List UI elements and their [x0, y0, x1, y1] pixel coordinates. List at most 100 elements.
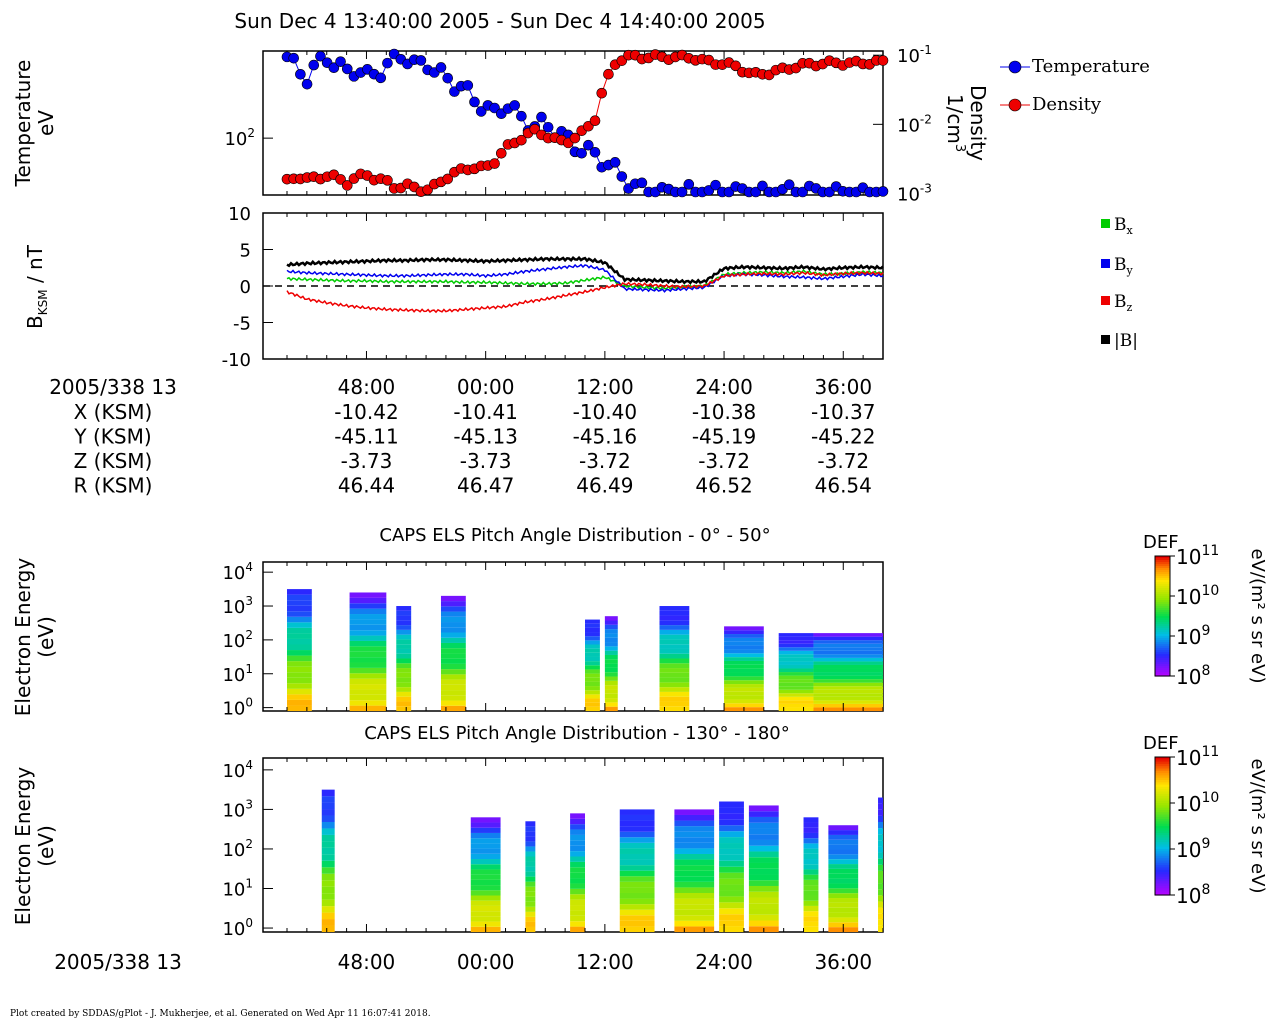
colorbar-band — [1155, 660, 1170, 663]
spectrogram-cell — [778, 636, 814, 641]
colorbar-band — [1155, 828, 1170, 832]
spectrogram-cell — [803, 926, 819, 932]
colorbar-tick-label: 108 — [1176, 663, 1210, 689]
colorbar-band — [1155, 773, 1170, 776]
energy-ytick-label-base: 10 — [222, 665, 245, 686]
spectrogram-cell — [349, 700, 387, 706]
colorbar-band — [1155, 876, 1170, 880]
colorbar-band — [1155, 874, 1170, 878]
spectrogram-cell — [440, 700, 466, 706]
colorbar-tick-label: 1010 — [1176, 583, 1219, 609]
energy-ytick-label: 102 — [222, 837, 253, 861]
spectrogram-cell — [748, 816, 779, 823]
spectrogram-cell — [604, 685, 618, 690]
spectrogram-cell — [878, 840, 883, 847]
spectrogram-cell — [748, 903, 779, 909]
spectrogram-cell — [803, 832, 819, 839]
spectrogram-cell — [525, 896, 536, 902]
spectrogram-cell — [878, 821, 883, 829]
spectrogram-cell — [719, 843, 744, 849]
spectrogram-cell — [724, 691, 764, 696]
spectrogram-cell — [349, 694, 387, 701]
spectrogram-cell — [878, 883, 883, 890]
spectrogram-cell — [674, 876, 715, 882]
spectrogram-cell — [470, 885, 501, 891]
bottom-axis-tick: 48:00 — [338, 950, 396, 974]
spectrogram-cell — [440, 669, 466, 675]
density-ytick-label-exp: -1 — [920, 43, 932, 57]
spectrogram-cell — [470, 911, 501, 917]
spectrogram-cell — [674, 865, 715, 871]
colorbar-band — [1155, 892, 1170, 896]
spectrogram-cell — [525, 861, 536, 867]
els1-ylabel-unit: (eV) — [34, 616, 58, 658]
spectrogram-cell — [570, 921, 585, 927]
spectrogram-cell — [396, 668, 412, 673]
spectrogram-cell — [878, 876, 883, 884]
spectrogram-cell — [396, 639, 412, 645]
spectrogram-cell — [525, 826, 536, 832]
colorbar-band — [1155, 586, 1170, 589]
colorbar-band — [1155, 849, 1170, 852]
ephemeris-table: 2005/338 13 48:00 00:00 12:00 24:00 36:00 X (… — [49, 375, 875, 498]
spectrogram-cell — [349, 667, 387, 674]
temperature-point — [315, 50, 326, 62]
spectrogram-cell — [748, 914, 779, 921]
spectrogram-cell — [440, 690, 466, 696]
colorbar-band — [1155, 662, 1170, 665]
spectrogram-cell — [813, 693, 883, 697]
spectrogram-cell — [719, 831, 744, 838]
spectrogram-cell — [585, 656, 600, 662]
spectrogram-cell — [619, 876, 655, 882]
bfield-ytick-label: 5 — [240, 241, 251, 262]
spectrogram-cell — [585, 686, 600, 691]
spectrogram-cell — [585, 665, 600, 670]
bfield-legend-name: |B| — [1114, 331, 1138, 351]
colorbar-band — [1155, 821, 1170, 825]
density-point — [569, 132, 581, 144]
spectrogram-cell — [604, 702, 618, 707]
spectrogram-cell — [287, 672, 312, 678]
spectrogram-cell — [349, 614, 387, 620]
ephemeris-value: 46.44 — [338, 474, 395, 498]
colorbar-tick-label-base: 10 — [1176, 838, 1201, 862]
spectrogram-cell — [674, 826, 715, 832]
colorbar-tick-label-exp: 10 — [1201, 790, 1219, 806]
temperature-point — [469, 96, 480, 108]
bfield-legend-swatch — [1101, 335, 1110, 344]
colorbar-band — [1155, 664, 1170, 667]
spectrogram-cell — [570, 813, 585, 819]
spectrogram-cell — [585, 644, 600, 649]
spectrogram-cell — [748, 920, 779, 927]
spectrogram-cell — [778, 686, 814, 690]
spectrogram-cell — [604, 637, 618, 643]
spectrogram-cell — [287, 677, 312, 684]
spectrogram-cell — [719, 908, 744, 915]
spectrogram-cell — [585, 648, 600, 653]
density-point — [596, 87, 608, 99]
spectrogram-cell — [440, 611, 466, 617]
temperature-point — [295, 68, 306, 80]
temperature-point — [616, 171, 628, 182]
colorbar-band — [1155, 835, 1170, 839]
spectrogram-cell — [287, 683, 312, 689]
colorbar-band — [1155, 800, 1170, 804]
density-ytick-label-base: 10 — [897, 184, 920, 205]
spectrogram-cell — [287, 622, 312, 628]
colorbar-band — [1155, 763, 1170, 767]
spectrogram-cell — [803, 827, 819, 833]
spectrogram-cell — [813, 654, 883, 658]
spectrogram-cell — [349, 678, 387, 685]
spectrogram-cell — [803, 838, 819, 844]
els1-ylabel: Electron Energy — [11, 558, 35, 717]
colorbar-band — [1155, 832, 1170, 836]
energy-ytick-label: 102 — [222, 628, 253, 652]
spectrogram-cell — [659, 696, 690, 702]
spectrogram-cell — [585, 623, 600, 628]
spectrogram-cell — [619, 870, 655, 877]
spectrogram-cell — [828, 830, 859, 835]
plasma-legend-label: Temperature — [1032, 56, 1150, 77]
spectrogram-cell — [778, 672, 814, 676]
colorbar-title: DEF — [1143, 733, 1179, 754]
bfield-legend-sub: z — [1127, 301, 1133, 314]
